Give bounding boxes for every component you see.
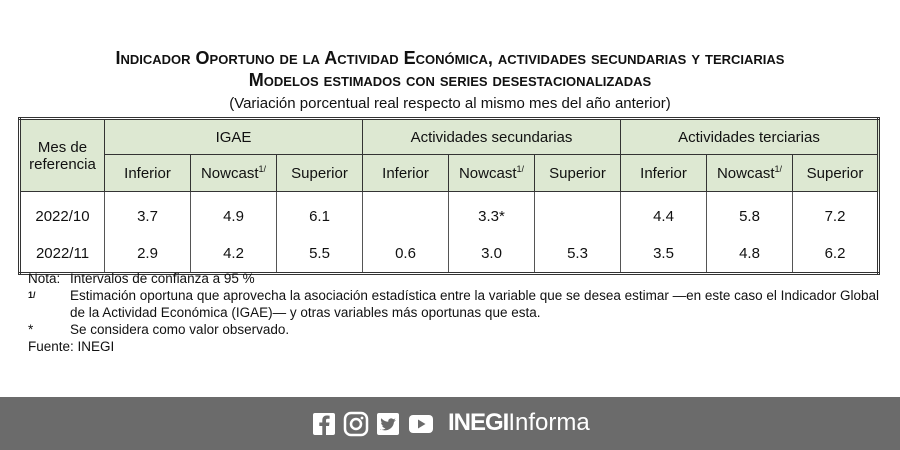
note: * Se considera como valor observado. [28,321,882,338]
note-text: Se considera como valor observado. [70,322,290,337]
cell: 4.8 [706,235,793,274]
cell: 7.2 [792,191,879,235]
brand-suffix: Informa [508,409,590,436]
footnote-ref: 1/ [516,164,525,174]
social-icons [313,411,433,437]
cell: 5.5 [276,235,363,274]
source: Fuente: INEGI [28,339,115,354]
column-header: Superior [534,154,621,192]
cell: 3.3* [448,191,535,235]
cell: 4.9 [190,191,277,235]
subtitle: Modelos estimados con series desestacion… [248,70,652,90]
cell: 3.5 [620,235,707,274]
footnote-ref: 1/ [258,164,267,174]
column-header: Nowcast1/ [706,154,793,192]
column-label: Inferior [382,164,429,182]
column-label: Nowcast [716,165,775,182]
cell: 5.8 [706,191,793,235]
cell: 6.1 [276,191,363,235]
column-label: Superior [806,164,864,182]
column-header: Inferior [104,154,191,192]
row-label: 2022/11 [19,235,105,274]
column-header: Nowcast1/ [448,154,535,192]
table: Mes de referencia IGAE Actividades secunda… [18,117,880,275]
note-text: Estimación oportuna que aprovecha la aso… [70,288,879,320]
column-header: Nowcast1/ [190,154,277,192]
group-header: Actividades terciarias [620,118,879,155]
corner-header: Mes de referencia [19,118,105,192]
footnote-ref: 1/ [774,164,783,174]
title: Indicador Oportuno de la Actividad Econó… [115,48,785,68]
cell [362,191,449,235]
cell: 0.6 [362,235,449,274]
group-header: Actividades secundarias [362,118,621,155]
data-row: 2022/10 3.7 4.9 6.1 3.3* 4.4 5.8 7.2 [19,191,879,235]
column-label: Inferior [640,164,687,182]
column-header: Superior [792,154,879,192]
column-label: Superior [549,164,606,182]
group-header: IGAE [104,118,363,155]
brand: INEGIInforma [448,409,590,437]
note-mark: Nota: [28,271,61,286]
note-text: Intervalos de confianza a 95 % [70,271,255,286]
cell: 3.0 [448,235,535,274]
note: 1/Estimación oportuna que aprovecha la a… [28,287,882,321]
cell: 4.2 [190,235,277,274]
cell: 2.9 [104,235,191,274]
column-label: Inferior [124,164,171,182]
note: Nota: Intervalos de confianza a 95 % [28,270,882,287]
group-row: Mes de referencia IGAE Actividades secunda… [19,118,879,192]
data-row: 2022/11 2.9 4.2 5.5 0.6 3.0 5.3 3.5 4.8 6.2 [19,235,879,274]
column-label: Nowcast [458,165,517,182]
note-mark: 1/ [28,290,36,300]
column-header: Superior [276,154,363,192]
note-mark: * [28,322,34,337]
column-label: Superior [291,164,348,182]
column-label: Nowcast [200,165,259,182]
cell: 6.2 [792,235,879,274]
cell [534,191,621,235]
instagram-icon[interactable] [343,411,369,437]
column-header: Inferior [362,154,449,192]
subheader-row: Inferior Nowcast1/Superior Inferior Nowcast… [20,154,879,192]
row-label: 2022/10 [19,191,105,235]
column-header: Inferior [620,154,707,192]
cell: 4.4 [620,191,707,235]
units-note: (Variación porcentual real respecto al m… [229,95,671,112]
notes: Nota: Intervalos de confianza a 95 % 1/Est… [28,270,882,355]
cell: 3.7 [104,191,191,235]
footer-bar: INEGIInforma [0,397,900,450]
brand-name: INEGI [448,409,509,436]
cell: 5.3 [534,235,621,274]
